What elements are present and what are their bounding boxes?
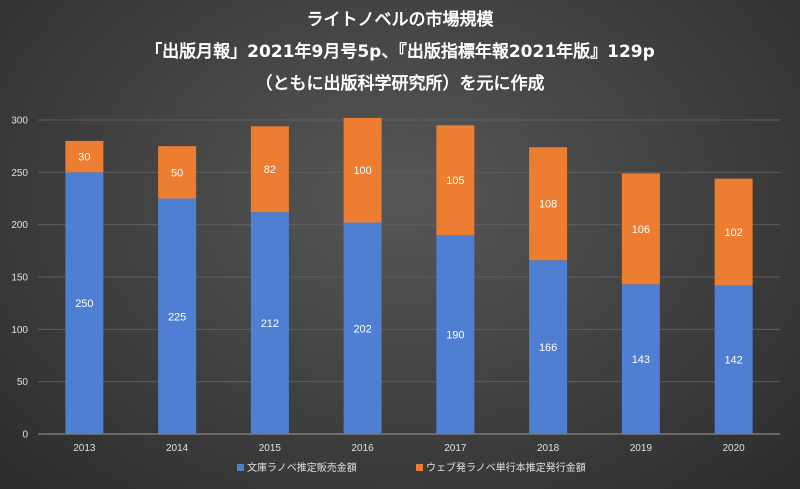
bar-2016-series-1 <box>343 117 382 223</box>
data-label-2017-series-0: 190 <box>446 330 464 342</box>
data-label-2017-series-1: 105 <box>446 175 464 187</box>
y-tick-label-100: 100 <box>11 325 28 336</box>
bar-2013-series-0 <box>65 172 104 435</box>
data-label-2013-series-0: 250 <box>75 298 93 310</box>
x-tick-label-2019: 2019 <box>630 443 653 454</box>
y-tick-label-50: 50 <box>17 377 29 388</box>
chart-title-line-2: 「出版月報」2021年9月号5p、『出版指標年報2021年版』129p <box>145 41 655 62</box>
x-tick-label-2020: 2020 <box>723 443 746 454</box>
bar-2015-series-1 <box>250 126 289 213</box>
bar-2014-series-0 <box>158 198 197 434</box>
data-label-2019-series-0: 143 <box>632 354 650 366</box>
chart-title-line-1: ライトノベルの市場規模 <box>307 9 495 30</box>
data-label-2018-series-0: 166 <box>539 342 557 354</box>
bar-2017-series-0 <box>436 235 475 434</box>
gridlines <box>38 119 780 435</box>
bar-2020-series-1 <box>714 178 753 286</box>
data-label-2020-series-1: 102 <box>724 227 742 239</box>
legend-swatch-web <box>416 464 423 471</box>
data-label-2016-series-0: 202 <box>353 323 371 335</box>
x-axis-ticks: 2013 2014 2015 2016 2017 2018 2019 2020 <box>73 443 745 454</box>
x-tick-label-2015: 2015 <box>259 443 282 454</box>
data-label-2015-series-0: 212 <box>261 318 279 330</box>
data-label-2015-series-1: 82 <box>264 164 276 176</box>
bars <box>65 117 753 435</box>
legend-label-web: ウェブ発ラノベ単行本推定発行金額 <box>426 461 586 474</box>
data-label-2020-series-0: 142 <box>724 355 742 367</box>
y-tick-label-250: 250 <box>11 168 28 179</box>
bar-2013-series-1 <box>65 140 104 173</box>
data-label-2013-series-1: 30 <box>78 152 90 164</box>
data-label-2016-series-1: 100 <box>353 165 371 177</box>
y-tick-label-150: 150 <box>11 273 28 284</box>
y-tick-label-0: 0 <box>22 430 28 441</box>
bar-2015-series-0 <box>250 212 289 434</box>
bar-2019-series-1 <box>621 173 660 285</box>
bar-2018-series-1 <box>529 147 568 261</box>
y-tick-label-300: 300 <box>11 116 28 127</box>
y-axis-ticks: 0 50 100 150 200 250 300 <box>11 116 28 441</box>
x-tick-label-2018: 2018 <box>537 443 560 454</box>
legend-label-bunko: 文庫ラノベ推定販売金額 <box>247 461 357 474</box>
data-label-2014-series-1: 50 <box>171 167 183 179</box>
x-tick-label-2013: 2013 <box>73 443 96 454</box>
bar-2014-series-1 <box>158 146 197 199</box>
y-tick-label-200: 200 <box>11 220 28 231</box>
x-tick-label-2016: 2016 <box>352 443 375 454</box>
legend-swatch-bunko <box>237 464 244 471</box>
data-label-2018-series-1: 108 <box>539 199 557 211</box>
bar-2020-series-0 <box>714 285 753 434</box>
bar-2018-series-0 <box>529 260 568 434</box>
bar-2019-series-0 <box>621 284 660 434</box>
bar-2017-series-1 <box>436 125 475 236</box>
x-tick-label-2017: 2017 <box>444 443 467 454</box>
data-label-2019-series-1: 106 <box>632 224 650 236</box>
data-labels: 250 30 225 50 212 82 202 100 190 105 166 108 143 106 1… <box>75 152 743 367</box>
chart-title-line-3: （ともに出版科学研究所）を元に作成 <box>256 73 545 94</box>
bar-2016-series-0 <box>343 222 382 434</box>
data-label-2014-series-0: 225 <box>168 311 186 323</box>
x-tick-label-2014: 2014 <box>166 443 189 454</box>
legend: 文庫ラノベ推定販売金額 ウェブ発ラノベ単行本推定発行金額 <box>237 461 586 474</box>
